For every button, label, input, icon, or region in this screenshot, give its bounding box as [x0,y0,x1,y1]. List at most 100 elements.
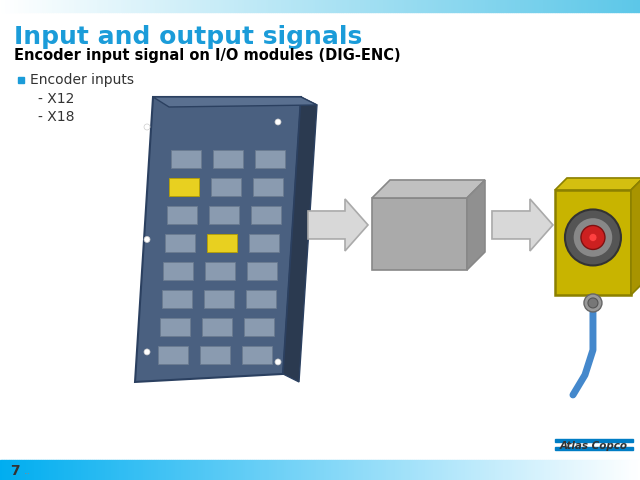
Bar [60,460,62,480]
Bar [431,460,433,480]
Bar [258,460,260,480]
Bar [625,460,627,480]
Bar [267,0,269,12]
Bar [152,0,154,12]
Bar [104,460,107,480]
Bar [158,460,160,480]
Bar [401,460,403,480]
Bar [495,460,497,480]
Bar [399,460,401,480]
Bar [420,0,422,12]
Bar [282,0,284,12]
Bar [19,460,21,480]
Bar [252,460,254,480]
Bar [6,0,8,12]
Bar [70,0,72,12]
Bar [141,460,143,480]
Bar [143,0,145,12]
Bar [190,0,192,12]
Bar [621,0,623,12]
Text: Encoder inputs: Encoder inputs [30,73,134,87]
Bar [382,0,384,12]
Bar [324,0,326,12]
Bar [235,0,237,12]
Bar [254,460,256,480]
Bar [179,0,181,12]
Bar [372,198,467,270]
Bar [602,0,604,12]
Bar [72,0,75,12]
Bar [269,0,271,12]
Bar [299,460,301,480]
Bar [96,460,98,480]
Bar [175,460,177,480]
Bar [32,0,34,12]
Bar [132,0,134,12]
Bar [186,0,188,12]
Bar [13,0,15,12]
Bar [337,460,339,480]
Bar [209,206,239,224]
Bar [216,0,218,12]
Text: Atlas Copco: Atlas Copco [560,441,628,451]
Bar [354,460,356,480]
Bar [480,460,482,480]
Bar [162,290,192,308]
Bar [216,460,218,480]
Bar [446,0,448,12]
Circle shape [144,237,150,242]
Bar [160,318,190,336]
Bar [94,0,96,12]
Circle shape [589,233,597,241]
Bar [555,190,631,295]
Bar [254,0,256,12]
Bar [576,0,578,12]
Bar [232,460,235,480]
Bar [307,460,309,480]
Bar [156,0,158,12]
Bar [384,0,386,12]
Bar [262,460,264,480]
Bar [568,460,570,480]
Bar [237,0,239,12]
Text: Encoder input signal on I/O modules (DIG-ENC): Encoder input signal on I/O modules (DIG… [14,48,401,63]
Bar [429,0,431,12]
Circle shape [275,119,281,125]
Bar [395,0,397,12]
Bar [636,0,638,12]
Text: 7: 7 [10,464,20,478]
Bar [107,0,109,12]
Bar [243,0,245,12]
Bar [70,460,72,480]
Bar [96,0,98,12]
Bar [166,460,168,480]
Bar [412,460,414,480]
Bar [269,460,271,480]
Bar [606,0,608,12]
Bar [15,0,17,12]
Bar [128,0,130,12]
Bar [495,0,497,12]
Bar [414,0,416,12]
Bar [561,460,563,480]
Bar [350,0,352,12]
Bar [211,460,213,480]
Bar [591,460,593,480]
Bar [296,460,299,480]
Bar [145,0,147,12]
Bar [550,460,552,480]
Bar [58,0,60,12]
Bar [514,0,516,12]
Bar [397,0,399,12]
Text: ..: .. [24,466,31,476]
Bar [463,460,465,480]
Bar [109,460,111,480]
Bar [8,0,11,12]
Bar [584,0,587,12]
Bar [192,460,194,480]
Bar [612,0,614,12]
Bar [512,460,514,480]
Bar [24,0,26,12]
Bar [245,0,248,12]
Bar [224,0,226,12]
